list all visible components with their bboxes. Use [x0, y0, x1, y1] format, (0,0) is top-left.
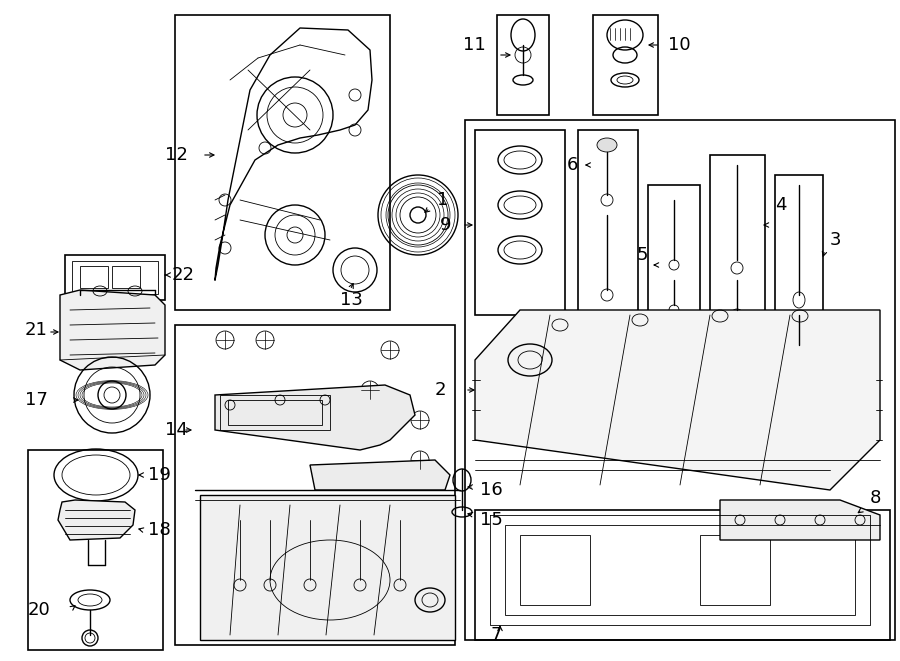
Text: 6: 6: [567, 156, 578, 174]
Text: 10: 10: [668, 36, 690, 54]
Polygon shape: [58, 500, 135, 540]
Bar: [578, 130, 638, 315]
Bar: [475, 510, 890, 640]
Bar: [700, 535, 770, 605]
Bar: [228, 400, 322, 425]
Text: 12: 12: [165, 146, 188, 164]
Bar: [710, 155, 765, 315]
Text: 18: 18: [148, 521, 171, 539]
Bar: [175, 15, 390, 310]
Bar: [80, 266, 108, 288]
Text: 4: 4: [775, 196, 787, 214]
Bar: [28, 450, 163, 650]
Text: 7: 7: [490, 626, 501, 644]
Text: 13: 13: [340, 291, 363, 309]
Polygon shape: [60, 290, 165, 370]
Text: 11: 11: [463, 36, 486, 54]
Bar: [65, 255, 165, 300]
Bar: [112, 266, 140, 288]
Ellipse shape: [597, 138, 617, 152]
Bar: [520, 535, 590, 605]
Text: 8: 8: [870, 489, 881, 507]
Polygon shape: [200, 495, 455, 640]
Text: 17: 17: [25, 391, 48, 409]
Text: 1: 1: [437, 191, 448, 209]
Text: 22: 22: [172, 266, 195, 284]
Text: 20: 20: [28, 601, 50, 619]
Bar: [175, 325, 455, 645]
Text: 21: 21: [25, 321, 48, 339]
Bar: [593, 15, 658, 115]
Polygon shape: [215, 385, 415, 450]
Bar: [475, 130, 565, 315]
Text: 15: 15: [480, 511, 503, 529]
Text: 9: 9: [440, 216, 452, 234]
Polygon shape: [475, 310, 880, 490]
Bar: [648, 185, 700, 315]
Text: 16: 16: [480, 481, 503, 499]
Polygon shape: [720, 500, 880, 540]
Bar: [775, 175, 823, 350]
Bar: [505, 525, 855, 615]
Text: 5: 5: [636, 246, 648, 264]
Bar: [220, 395, 330, 430]
Bar: [465, 120, 895, 640]
Text: 14: 14: [165, 421, 188, 439]
Bar: [497, 15, 549, 115]
Text: 3: 3: [830, 231, 842, 249]
Bar: [72, 261, 158, 294]
Polygon shape: [310, 460, 450, 490]
Text: 2: 2: [435, 381, 446, 399]
Text: 19: 19: [148, 466, 171, 484]
